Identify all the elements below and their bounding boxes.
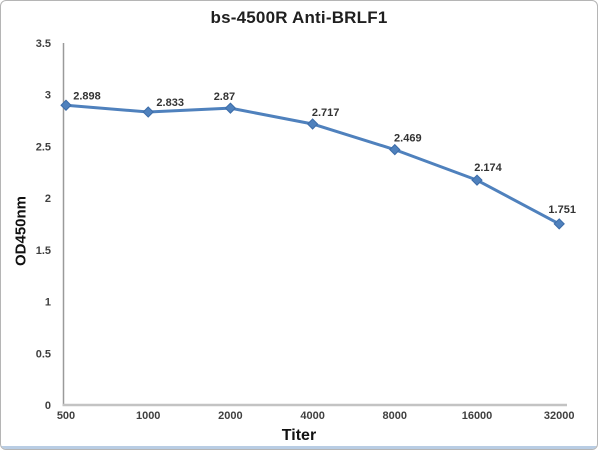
data-point-label: 1.751 xyxy=(548,204,576,216)
y-tick-label: 0.5 xyxy=(36,348,51,360)
data-point-label: 2.717 xyxy=(312,107,340,119)
y-tick-label: 1 xyxy=(45,297,51,309)
data-point-label: 2.174 xyxy=(474,162,502,174)
y-tick-label: 2.5 xyxy=(36,141,51,153)
data-point-label: 2.898 xyxy=(73,90,101,102)
data-point-marker xyxy=(471,174,483,186)
x-tick-label: 500 xyxy=(57,410,75,422)
data-point-marker xyxy=(142,106,154,118)
y-tick-label: 0 xyxy=(45,400,51,412)
y-tick-label: 3.5 xyxy=(36,38,51,50)
x-tick-label: 2000 xyxy=(218,410,242,422)
data-point-label: 2.833 xyxy=(156,97,184,109)
data-point-marker xyxy=(60,99,72,111)
x-tick-label: 1000 xyxy=(136,410,160,422)
data-point-label: 2.469 xyxy=(394,133,422,145)
x-tick-label: 4000 xyxy=(300,410,324,422)
y-tick-label: 3 xyxy=(45,90,51,102)
data-point-marker xyxy=(553,218,565,230)
x-tick-label: 16000 xyxy=(462,410,493,422)
data-point-marker xyxy=(389,143,401,156)
data-point-label: 2.87 xyxy=(214,91,235,103)
y-tick-label: 1.5 xyxy=(36,245,51,257)
chart-title: bs-4500R Anti-BRLF1 xyxy=(210,8,388,27)
data-point-marker xyxy=(306,118,319,130)
bottom-border-strip xyxy=(1,446,597,449)
x-tick-label: 8000 xyxy=(383,410,407,422)
x-tick-label: 32000 xyxy=(544,410,575,422)
y-tick-label: 2 xyxy=(45,193,51,205)
data-point-marker xyxy=(224,102,237,114)
x-axis-title: Titer xyxy=(281,427,317,444)
